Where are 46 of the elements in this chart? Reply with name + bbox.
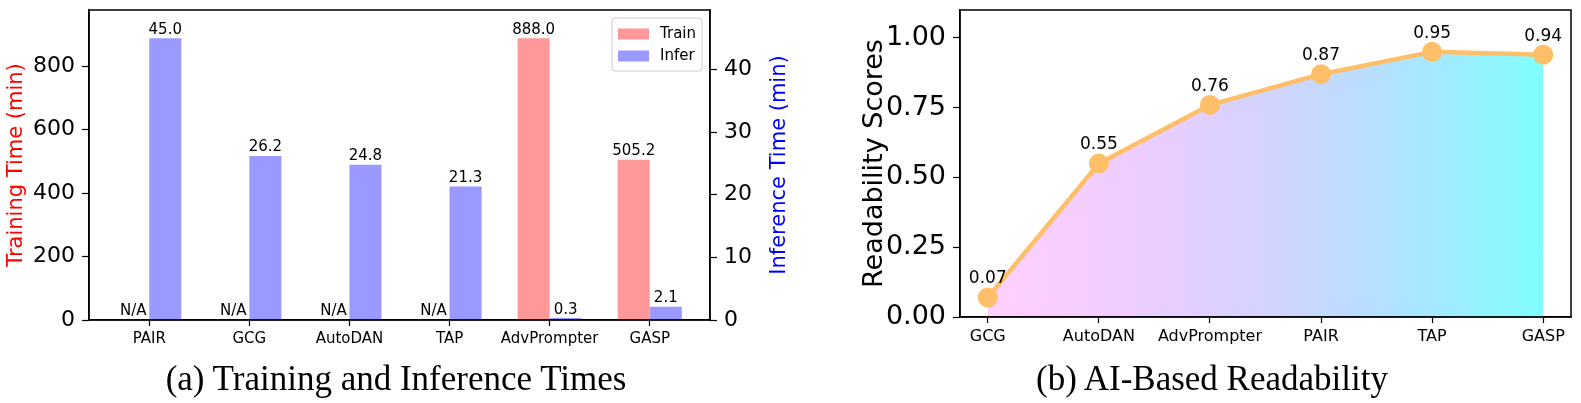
legend-label: Infer: [660, 45, 696, 64]
x-tick-label: GCG: [969, 325, 1006, 345]
x-tick-label: PAIR: [132, 328, 166, 347]
data-label: 0.76: [1191, 74, 1229, 95]
x-tick-label: GASP: [1521, 325, 1566, 345]
text: N/A: [320, 301, 347, 320]
text: N/A: [119, 301, 147, 320]
text: N/A: [420, 301, 447, 320]
legend-label: Train: [659, 23, 697, 42]
y-tick-label: 400: [33, 178, 75, 204]
data-label: 2.1: [653, 288, 678, 307]
y-tick-label: 800: [33, 51, 75, 77]
y2-tick-label: 30: [724, 117, 752, 143]
x-tick-label: TAP: [1416, 325, 1448, 345]
x-tick-label: AdvPrompter: [1157, 325, 1263, 345]
data-label: 24.8: [348, 146, 383, 165]
text: N/A: [220, 301, 247, 320]
y2-tick-label: 20: [724, 180, 752, 206]
data-label: 888.0: [512, 19, 556, 38]
data-label: 0.94: [1524, 24, 1563, 45]
y2-tick-label: 10: [724, 243, 752, 269]
data-label: 0.87: [1302, 44, 1340, 65]
data-label: 45.0: [148, 19, 182, 38]
text: (a) Training and Inference Times: [165, 359, 627, 399]
data-label: 0.3: [553, 299, 578, 318]
y-axis-title: Training Time (min): [3, 63, 28, 268]
data-label: 505.2: [612, 141, 656, 160]
x-tick-label: GCG: [232, 328, 267, 347]
data-label: 0.55: [1079, 133, 1118, 154]
data-label: 0.95: [1413, 21, 1452, 42]
text: (b) AI-Based Readability: [1036, 359, 1389, 399]
y2-axis-title: Inference Time (min): [766, 55, 791, 275]
y-tick-label: 0: [61, 305, 75, 331]
data-label: 26.2: [248, 137, 283, 156]
y-tick-label: 200: [33, 242, 75, 268]
y2-tick-label: 0: [724, 305, 738, 331]
x-tick-label: AutoDAN: [315, 328, 384, 347]
x-tick-label: AdvPrompter: [500, 328, 600, 347]
x-tick-label: GASP: [629, 328, 670, 347]
x-tick-label: AutoDAN: [1062, 325, 1135, 345]
x-tick-label: TAP: [434, 328, 464, 347]
y-tick-label: 0.00: [885, 299, 946, 331]
y2-tick-label: 40: [724, 55, 752, 81]
data-label: 21.3: [448, 168, 483, 186]
x-tick-label: PAIR: [1303, 325, 1339, 345]
y-tick-label: 600: [33, 115, 75, 141]
